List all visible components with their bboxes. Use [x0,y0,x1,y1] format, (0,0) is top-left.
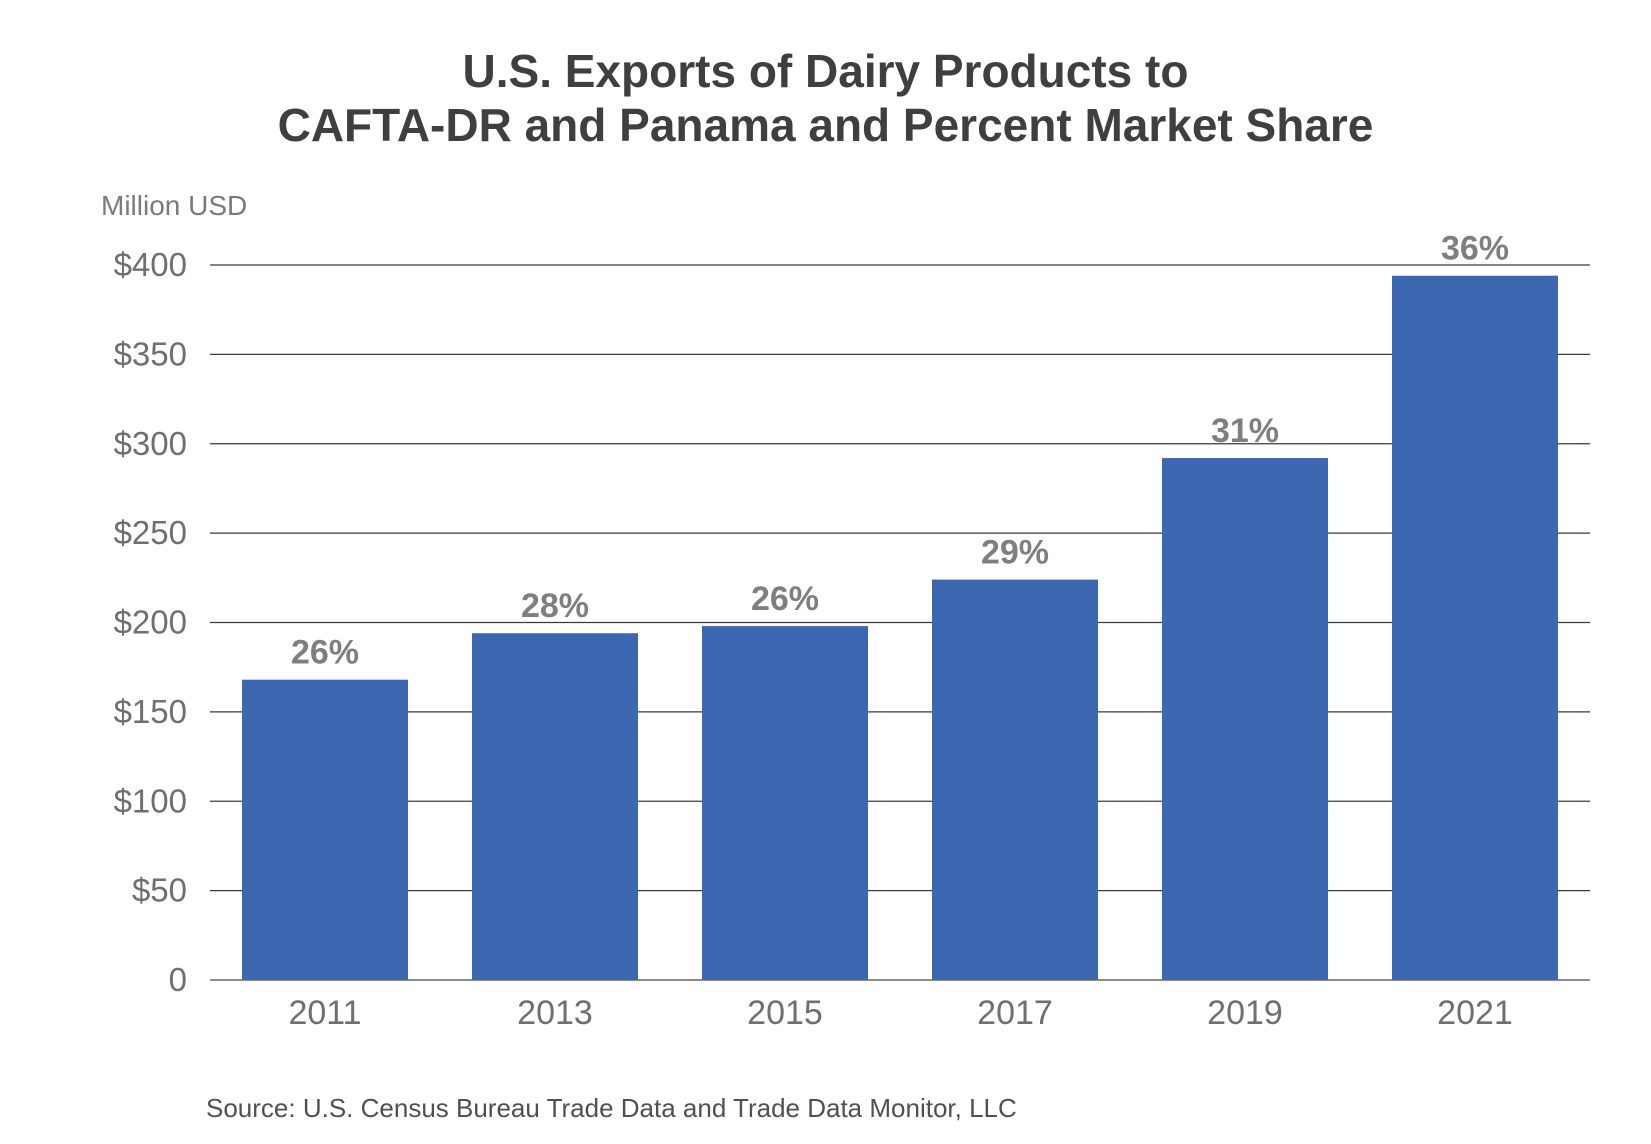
y-tick-label: $300 [114,425,187,462]
y-tick-label: $150 [114,693,187,730]
y-tick-label: 0 [169,961,187,998]
bars [242,275,1558,981]
data-label-2013: 28% [521,587,589,625]
gridlines [210,264,1590,981]
y-axis-unit-label: Million USD [101,190,248,221]
bar-2017 [932,579,1098,980]
x-tick-label-2017: 2017 [977,994,1053,1032]
x-tick-label-2013: 2013 [517,994,593,1032]
y-tick-label: $200 [114,604,187,641]
x-tick-label-2019: 2019 [1207,994,1283,1032]
x-tick-label-2011: 2011 [288,994,361,1032]
y-tick-label: $100 [114,782,187,819]
data-label-2015: 26% [751,580,819,618]
x-tick-label-2015: 2015 [747,994,823,1032]
y-tick-label: $250 [114,514,187,551]
y-tick-label: $50 [132,872,187,909]
bar-2011 [242,679,408,980]
chart-title-line-1: U.S. Exports of Dairy Products to [462,45,1189,97]
y-axis-ticks: 0 $50 $100 $150 $200 $250 $300 $350 $400 [114,246,187,998]
chart-title: U.S. Exports of Dairy Products to CAFTA-… [0,44,1651,152]
data-labels: 26% 28% 26% 29% 31% 36% [291,230,1509,672]
data-label-2019: 31% [1211,412,1279,450]
source-note: Source: U.S. Census Bureau Trade Data an… [206,1093,1017,1123]
x-tick-label-2021: 2021 [1437,994,1513,1032]
y-tick-label: $400 [114,246,187,283]
y-tick-label: $350 [114,335,187,372]
bar-2013 [472,633,638,980]
bar-2021 [1392,275,1558,981]
bar-2019 [1162,458,1328,980]
chart-title-line-2: CAFTA-DR and Panama and Percent Market S… [277,99,1374,151]
data-label-2011: 26% [291,634,359,672]
data-label-2021: 36% [1441,230,1509,268]
data-label-2017: 29% [981,534,1049,572]
x-axis-ticks: 2011 2013 2015 2017 2019 2021 [288,994,1512,1032]
bar-2015 [702,626,868,980]
